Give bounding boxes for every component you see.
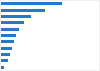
Bar [1,34,16,37]
Bar [1,59,8,62]
Bar [1,53,10,56]
Bar [1,66,4,69]
Bar [1,21,24,24]
Bar [1,47,12,50]
Bar [1,15,31,18]
Bar [1,2,62,5]
Bar [1,28,19,31]
Bar [1,40,14,43]
Bar [1,9,45,12]
